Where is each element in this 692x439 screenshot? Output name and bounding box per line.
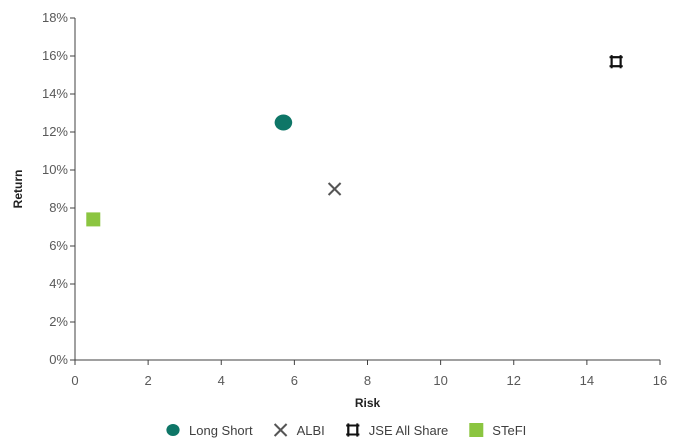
data-point-jse-all-share — [609, 55, 623, 69]
legend-marker-long-short — [166, 424, 180, 436]
data-point-albi — [327, 182, 342, 196]
y-tick-label: 10% — [42, 162, 68, 177]
legend-item-albi: ALBI — [273, 423, 325, 438]
y-tick-label: 0% — [49, 352, 68, 367]
y-tick-label: 18% — [42, 10, 68, 25]
y-axis-ticks: 0% 2% 4% 6% 8% 10% 12% 14% 16% 18% — [42, 10, 75, 367]
x-tick-label: 14 — [580, 373, 594, 388]
legend-item-long-short: Long Short — [166, 423, 253, 438]
y-tick-label: 14% — [42, 86, 68, 101]
legend-label-albi: ALBI — [297, 423, 325, 438]
legend-marker-albi — [273, 423, 288, 437]
y-tick-label: 6% — [49, 238, 68, 253]
legend-marker-jse-all-share — [346, 423, 360, 437]
x-tick-label: 10 — [433, 373, 447, 388]
data-point-stefi — [86, 212, 101, 227]
x-tick-label: 2 — [145, 373, 152, 388]
legend-label-stefi: STeFI — [492, 423, 526, 438]
x-tick-label: 4 — [218, 373, 225, 388]
legend-label-long-short: Long Short — [189, 423, 253, 438]
legend-item-jse-all-share: JSE All Share — [346, 423, 448, 438]
data-point-long-short — [274, 114, 293, 131]
legend-label-jse-all-share: JSE All Share — [369, 423, 449, 438]
y-tick-label: 16% — [42, 48, 68, 63]
legend-marker-stefi — [469, 423, 484, 437]
x-tick-label: 6 — [291, 373, 298, 388]
x-axis-title: Risk — [355, 396, 381, 410]
data-points — [86, 55, 623, 227]
legend-item-stefi: STeFI — [469, 423, 526, 438]
x-axis-ticks: 0 2 4 6 8 10 12 14 16 — [71, 360, 667, 388]
x-tick-label: 0 — [71, 373, 78, 388]
x-tick-label: 16 — [653, 373, 667, 388]
x-tick-label: 12 — [507, 373, 521, 388]
x-tick-label: 8 — [364, 373, 371, 388]
axes — [74, 18, 660, 361]
y-tick-label: 8% — [49, 200, 68, 215]
legend: Long Short ALBI JSE All Share STeFI — [166, 423, 526, 438]
y-tick-label: 2% — [49, 314, 68, 329]
y-tick-label: 4% — [49, 276, 68, 291]
y-axis-title: Return — [11, 170, 25, 209]
y-tick-label: 12% — [42, 124, 68, 139]
